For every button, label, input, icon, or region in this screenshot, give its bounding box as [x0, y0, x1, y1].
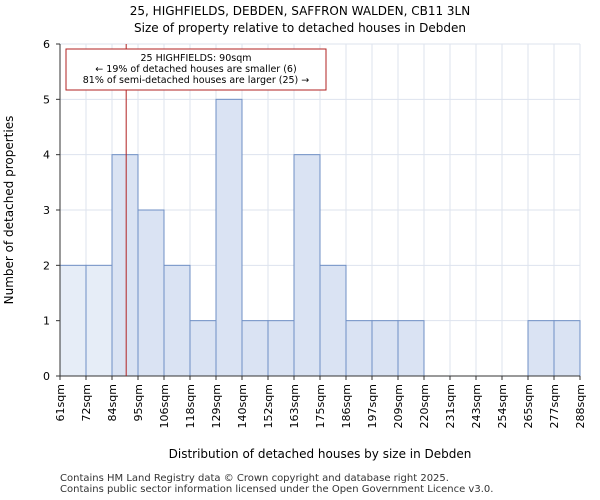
- y-tick-label-4: 4: [43, 149, 50, 162]
- bar-175sqm: [319, 264, 347, 377]
- bar-277sqm: [553, 320, 581, 377]
- x-tick-label-163sqm: 163sqm: [288, 384, 301, 428]
- x-tick-label-118sqm: 118sqm: [184, 384, 197, 428]
- x-tick-label-288sqm: 288sqm: [574, 384, 587, 428]
- bar-61sqm: [59, 264, 87, 377]
- x-tick-label-61sqm: 61sqm: [54, 384, 67, 421]
- x-tick-label-243sqm: 243sqm: [470, 384, 483, 428]
- x-tick-label-140sqm: 140sqm: [236, 384, 249, 428]
- x-tick-label-209sqm: 209sqm: [392, 384, 405, 428]
- x-tick-label-277sqm: 277sqm: [548, 384, 561, 428]
- x-tick-label-72sqm: 72sqm: [80, 384, 93, 421]
- bar-163sqm: [293, 154, 321, 377]
- annotation-line-1: 25 HIGHFIELDS: 90sqm: [140, 53, 251, 64]
- annotation-line-3: 81% of semi-detached houses are larger (…: [83, 75, 310, 86]
- chart-subtitle: Size of property relative to detached ho…: [134, 21, 466, 35]
- x-tick-label-220sqm: 220sqm: [418, 384, 431, 428]
- y-tick-labels: 0 1 2 3 4 5 6: [43, 38, 60, 383]
- x-tick-label-265sqm: 265sqm: [522, 384, 535, 428]
- x-tick-label-175sqm: 175sqm: [314, 384, 327, 428]
- x-tick-label-197sqm: 197sqm: [366, 384, 379, 428]
- y-tick-label-3: 3: [43, 204, 50, 217]
- footer-line-1: Contains HM Land Registry data © Crown c…: [60, 473, 449, 484]
- bar-186sqm: [345, 320, 373, 377]
- x-tick-label-254sqm: 254sqm: [496, 384, 509, 428]
- bar-106sqm: [163, 264, 191, 377]
- y-axis-label: Number of detached properties: [2, 116, 16, 305]
- y-tick-label-6: 6: [43, 38, 50, 51]
- bar-265sqm: [527, 320, 555, 377]
- annotation-line-2: ← 19% of detached houses are smaller (6): [95, 64, 296, 75]
- bar-118sqm: [189, 320, 217, 377]
- bar-72sqm: [85, 264, 113, 377]
- x-tick-label-84sqm: 84sqm: [106, 384, 119, 421]
- x-axis-label: Distribution of detached houses by size …: [169, 447, 472, 461]
- y-tick-label-5: 5: [43, 93, 50, 106]
- x-tick-label-231sqm: 231sqm: [444, 384, 457, 428]
- x-tick-label-106sqm: 106sqm: [158, 384, 171, 428]
- y-tick-label-1: 1: [43, 315, 50, 328]
- bar-140sqm: [241, 320, 269, 377]
- y-tick-label-0: 0: [43, 370, 50, 383]
- bar-152sqm: [267, 320, 295, 377]
- bar-209sqm: [397, 320, 425, 377]
- annotation-box: 25 HIGHFIELDS: 90sqm ← 19% of detached h…: [65, 48, 327, 91]
- bar-84sqm: [111, 154, 139, 377]
- chart-title: 25, HIGHFIELDS, DEBDEN, SAFFRON WALDEN, …: [130, 4, 470, 18]
- footer-line-2: Contains public sector information licen…: [60, 484, 494, 495]
- bar-95sqm: [137, 209, 165, 377]
- x-tick-label-152sqm: 152sqm: [262, 384, 275, 428]
- y-tick-label-2: 2: [43, 259, 50, 272]
- x-tick-label-186sqm: 186sqm: [340, 384, 353, 428]
- bar-197sqm: [371, 320, 399, 377]
- x-tick-label-129sqm: 129sqm: [210, 384, 223, 428]
- x-tick-label-95sqm: 95sqm: [132, 384, 145, 421]
- bars: [59, 98, 581, 377]
- x-tick-labels: 61sqm 72sqm 84sqm 95sqm 106sqm 118sqm 129sqm 14…: [54, 376, 587, 428]
- bar-129sqm: [215, 98, 243, 377]
